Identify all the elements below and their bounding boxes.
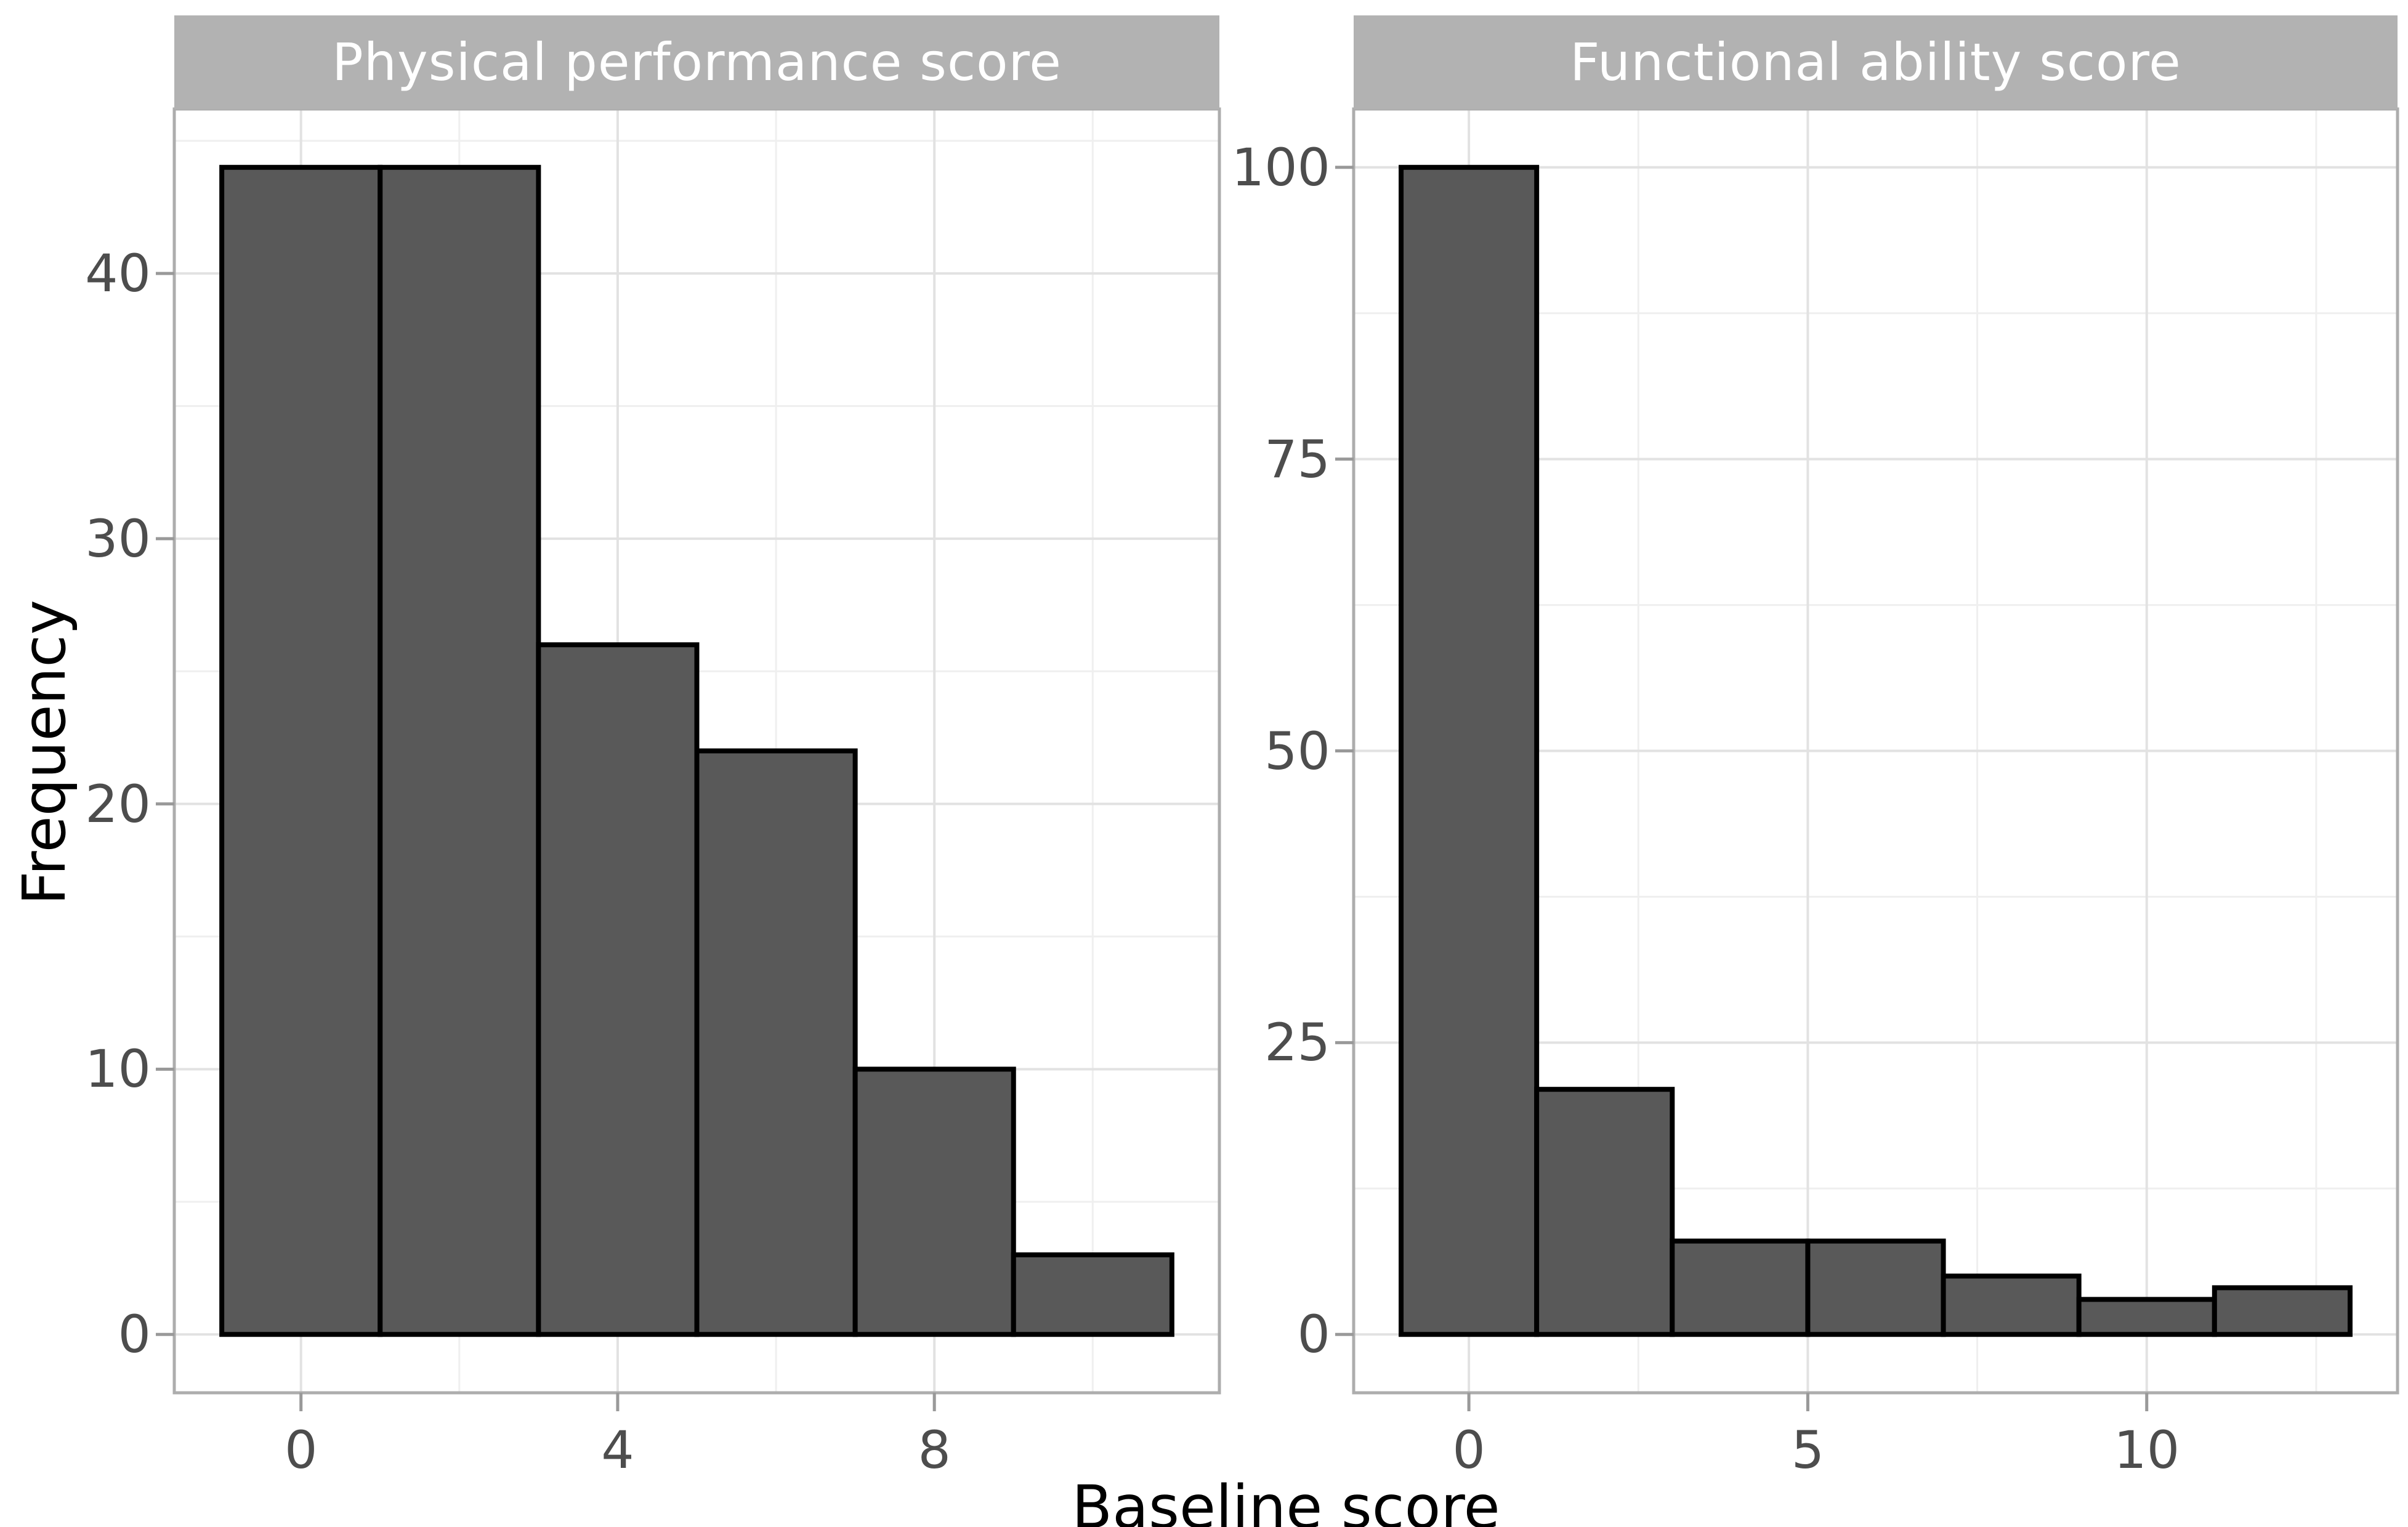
histogram-bar (378, 164, 541, 1337)
x-axis-title: Baseline score (1072, 1473, 1500, 1527)
histogram-bar (2076, 1297, 2217, 1337)
y-tick-label: 20 (85, 773, 151, 834)
histogram-bar (1011, 1252, 1174, 1337)
histogram-bar (2212, 1285, 2353, 1337)
histogram-bar (219, 164, 383, 1337)
histogram-bar (852, 1066, 1016, 1337)
x-tick-label: 5 (1791, 1420, 1825, 1480)
x-tick-label: 10 (2114, 1420, 2180, 1480)
panel-border (172, 107, 1221, 1395)
histogram-bar (1670, 1238, 1811, 1337)
histogram-bar (1399, 164, 1540, 1337)
histogram-bar (694, 748, 858, 1337)
x-tick-label: 8 (918, 1420, 951, 1480)
y-tick-label: 100 (1231, 137, 1330, 198)
y-tick-label: 10 (85, 1039, 151, 1100)
y-tick-label: 25 (1264, 1012, 1330, 1073)
facet-strip-functional-ability: Functional ability score (1354, 15, 2398, 109)
y-tick-label: 50 (1264, 720, 1330, 781)
y-tick-label: 75 (1264, 429, 1330, 490)
x-tick-label: 4 (601, 1420, 634, 1480)
y-tick-label: 40 (85, 243, 151, 304)
y-tick-label: 0 (118, 1304, 151, 1365)
facet-strip-physical-performance: Physical performance score (174, 15, 1219, 109)
histogram-bar (1534, 1087, 1675, 1337)
y-tick-label: 30 (85, 508, 151, 569)
histogram-bar (536, 642, 700, 1337)
y-axis-title: Frequency (10, 600, 79, 905)
x-tick-label: 0 (284, 1420, 318, 1480)
histogram-bar (1805, 1238, 1946, 1337)
histogram-bar (1941, 1273, 2082, 1337)
y-tick-label: 0 (1297, 1304, 1330, 1365)
x-tick-label: 0 (1452, 1420, 1485, 1480)
